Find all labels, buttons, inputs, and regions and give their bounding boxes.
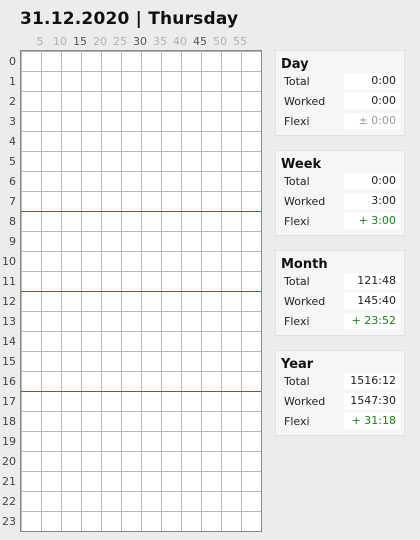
minute-label: 20 xyxy=(93,35,107,48)
hour-label: 0 xyxy=(9,55,16,68)
worked-row: Worked 3:00 xyxy=(276,191,404,211)
hour-label: 7 xyxy=(9,195,16,208)
minute-label: 40 xyxy=(173,35,187,48)
minute-label: 15 xyxy=(73,35,87,48)
total-row: Total 121:48 xyxy=(276,271,404,291)
minute-label: 30 xyxy=(133,35,147,48)
hour-label: 6 xyxy=(9,175,16,188)
row-label: Total xyxy=(284,375,310,388)
row-label: Total xyxy=(284,275,310,288)
worked-value: 3:00 xyxy=(344,193,400,209)
minute-label: 50 xyxy=(213,35,227,48)
hour-label: 10 xyxy=(2,255,16,268)
flexi-row: Flexi + 23:52 xyxy=(276,311,404,331)
minute-label: 5 xyxy=(36,35,44,48)
row-label: Flexi xyxy=(284,315,310,328)
panel-title: Month xyxy=(281,257,328,272)
hour-label: 17 xyxy=(2,395,16,408)
flexi-value: + 31:18 xyxy=(344,413,400,429)
hour-label: 14 xyxy=(2,335,16,348)
row-label: Worked xyxy=(284,195,326,208)
worked-value: 1547:30 xyxy=(344,393,400,409)
minute-label: 35 xyxy=(153,35,167,48)
hour-label: 8 xyxy=(9,215,16,228)
panel-title: Week xyxy=(281,157,322,172)
total-value: 1516:12 xyxy=(344,373,400,389)
row-label: Worked xyxy=(284,395,326,408)
worked-value: 145:40 xyxy=(344,293,400,309)
hour-label: 12 xyxy=(2,295,16,308)
minute-axis: 5 10 15 20 25 30 35 40 45 50 55 xyxy=(20,35,261,49)
minute-label: 55 xyxy=(233,35,247,48)
minute-label: 10 xyxy=(53,35,67,48)
total-row: Total 0:00 xyxy=(276,171,404,191)
hour-label: 15 xyxy=(2,355,16,368)
panel-title: Day xyxy=(281,57,309,72)
total-value: 121:48 xyxy=(344,273,400,289)
hour-marker-line xyxy=(21,211,261,212)
hour-label: 16 xyxy=(2,375,16,388)
hour-label: 22 xyxy=(2,495,16,508)
row-label: Total xyxy=(284,175,310,188)
total-value: 0:00 xyxy=(344,173,400,189)
hour-label: 11 xyxy=(2,275,16,288)
worked-value: 0:00 xyxy=(344,93,400,109)
row-label: Flexi xyxy=(284,215,310,228)
total-value: 0:00 xyxy=(344,73,400,89)
row-label: Total xyxy=(284,75,310,88)
month-summary-panel: Month Total 121:48 Worked 145:40 Flexi +… xyxy=(275,250,405,336)
hour-label: 13 xyxy=(2,315,16,328)
day-time-grid[interactable] xyxy=(20,50,262,532)
hour-label: 2 xyxy=(9,95,16,108)
row-label: Worked xyxy=(284,295,326,308)
week-summary-panel: Week Total 0:00 Worked 3:00 Flexi + 3:00 xyxy=(275,150,405,236)
hour-label: 20 xyxy=(2,455,16,468)
hour-label: 21 xyxy=(2,475,16,488)
hour-label: 1 xyxy=(9,75,16,88)
worked-row: Worked 0:00 xyxy=(276,91,404,111)
hour-label: 23 xyxy=(2,515,16,528)
hour-label: 19 xyxy=(2,435,16,448)
row-label: Flexi xyxy=(284,115,310,128)
flexi-value: + 3:00 xyxy=(344,213,400,229)
worked-row: Worked 1547:30 xyxy=(276,391,404,411)
flexi-row: Flexi ± 0:00 xyxy=(276,111,404,131)
panel-title: Year xyxy=(281,357,314,372)
hour-marker-line xyxy=(21,291,261,292)
hour-marker-line xyxy=(21,391,261,392)
hour-label: 18 xyxy=(2,415,16,428)
total-row: Total 0:00 xyxy=(276,71,404,91)
flexi-row: Flexi + 3:00 xyxy=(276,211,404,231)
hour-label: 4 xyxy=(9,135,16,148)
row-label: Worked xyxy=(284,95,326,108)
worked-row: Worked 145:40 xyxy=(276,291,404,311)
flexi-value: ± 0:00 xyxy=(344,113,400,129)
hour-label: 5 xyxy=(9,155,16,168)
year-summary-panel: Year Total 1516:12 Worked 1547:30 Flexi … xyxy=(275,350,405,436)
row-label: Flexi xyxy=(284,415,310,428)
hour-label: 9 xyxy=(9,235,16,248)
hour-label: 3 xyxy=(9,115,16,128)
flexi-value: + 23:52 xyxy=(344,313,400,329)
minute-label: 25 xyxy=(113,35,127,48)
date-title: 31.12.2020 | Thursday xyxy=(20,9,239,29)
flexi-row: Flexi + 31:18 xyxy=(276,411,404,431)
day-summary-panel: Day Total 0:00 Worked 0:00 Flexi ± 0:00 xyxy=(275,50,405,136)
total-row: Total 1516:12 xyxy=(276,371,404,391)
minute-label: 45 xyxy=(193,35,207,48)
